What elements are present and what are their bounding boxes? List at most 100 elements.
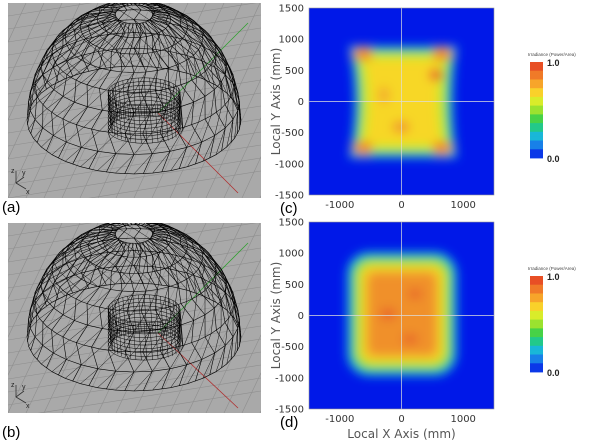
grid-line xyxy=(79,3,171,198)
lens-edge xyxy=(122,319,127,358)
dome-edge xyxy=(149,238,169,254)
dome-edge xyxy=(152,266,171,287)
dome-edge xyxy=(110,242,125,254)
dome-edge xyxy=(130,223,133,226)
dome-edge xyxy=(29,309,34,319)
dome-edge xyxy=(220,275,234,301)
dome-edge xyxy=(152,223,158,225)
dome-edge xyxy=(53,261,58,269)
y-tick-label: -1000 xyxy=(275,159,304,170)
dome-edge xyxy=(41,135,54,148)
dome-edge xyxy=(184,39,202,61)
dome-edge xyxy=(187,141,202,167)
dome-edge xyxy=(87,308,107,326)
grid-line xyxy=(8,223,27,262)
lens-edge xyxy=(118,101,122,140)
dome-meridian xyxy=(135,23,153,174)
panel-label-a: (a) xyxy=(2,199,21,216)
dome-edge xyxy=(157,269,162,290)
lens-edge xyxy=(172,83,177,122)
dome-edge xyxy=(142,3,146,4)
colorbar-max-label: 1.0 xyxy=(547,58,560,68)
dome-edge xyxy=(51,141,67,155)
lens-edge xyxy=(175,315,180,353)
dome-meridian xyxy=(150,237,234,360)
grid-line xyxy=(8,364,261,406)
lens-edge xyxy=(127,79,131,117)
dome-edge xyxy=(115,266,135,284)
dome-edge xyxy=(56,274,75,285)
dome-edge xyxy=(99,226,107,232)
lens-edge xyxy=(107,91,112,130)
dome-edge xyxy=(215,51,226,75)
grid-line xyxy=(8,3,175,30)
dome-edge xyxy=(214,262,227,285)
dome-edge xyxy=(92,15,103,23)
plot-frame xyxy=(308,221,495,410)
lens-edge xyxy=(109,87,114,125)
lens-ring xyxy=(107,309,181,338)
colorbar-segment xyxy=(530,83,543,89)
dome-edge xyxy=(39,65,43,75)
dome-edge xyxy=(170,238,187,252)
dome-edge xyxy=(210,268,226,293)
lens-edge xyxy=(127,321,131,359)
dome-edge xyxy=(232,83,240,111)
dome-edge xyxy=(56,102,75,117)
dome-edge xyxy=(154,3,169,9)
dome-meridian xyxy=(144,21,203,165)
dome-edge xyxy=(133,272,144,292)
dome-edge xyxy=(204,36,222,59)
colorbar-min-label: 0.0 xyxy=(547,154,560,164)
dome-edge xyxy=(62,279,82,291)
lens-edge xyxy=(169,101,173,140)
dome-edge xyxy=(225,74,229,101)
colorbar-segment xyxy=(530,114,543,120)
map-axes: 1500 1000 500 0 -500 -1000 -1500 -1000 0 1000 Loca… xyxy=(270,218,576,442)
dome-edge xyxy=(41,58,54,67)
dome-edge xyxy=(80,151,99,167)
lens-edge xyxy=(143,77,148,116)
dome-edge xyxy=(89,11,94,16)
dome-edge xyxy=(145,3,163,13)
dome-edge xyxy=(62,36,70,45)
dome-edge xyxy=(69,106,88,123)
colorbar-max-label: 1.0 xyxy=(547,272,560,282)
grid-line xyxy=(8,53,261,95)
grid-line xyxy=(8,260,261,302)
dome-edge xyxy=(115,256,128,272)
dome-meridian xyxy=(65,224,124,293)
dome-edge xyxy=(99,7,107,13)
colorbar-segment xyxy=(530,332,543,338)
dome-edge xyxy=(186,241,203,258)
dome-edge xyxy=(39,307,54,319)
dome-edge xyxy=(74,44,94,56)
dome-meridian xyxy=(141,22,188,169)
world-y-axis xyxy=(157,22,249,114)
dome-edge xyxy=(133,3,149,11)
lens-edge xyxy=(179,310,183,349)
dome-edge xyxy=(53,256,66,263)
dome-edge xyxy=(151,10,171,17)
lens-edge xyxy=(160,104,164,142)
dome-meridian xyxy=(146,20,216,159)
lens-edge xyxy=(172,100,177,138)
dome-edge xyxy=(184,257,202,279)
gizmo-z-label: z xyxy=(11,382,15,389)
lens-edge xyxy=(143,105,148,144)
dome-edge xyxy=(69,40,88,50)
dome-meridian xyxy=(65,4,124,76)
dome-edge xyxy=(226,66,234,93)
dome-edge xyxy=(121,23,131,37)
dome-edge xyxy=(147,70,158,92)
lens-edge xyxy=(138,294,142,333)
dome-edge xyxy=(53,296,72,309)
dome-edge xyxy=(169,22,185,37)
dome-edge xyxy=(34,108,48,120)
dome-edge xyxy=(198,44,215,68)
colorbar-title: Irradiance (Power/Area) xyxy=(528,266,576,271)
dome-edge xyxy=(180,13,199,27)
colorbar-segment xyxy=(530,88,543,93)
dome-edge xyxy=(186,22,203,38)
dome-edge xyxy=(140,223,153,226)
